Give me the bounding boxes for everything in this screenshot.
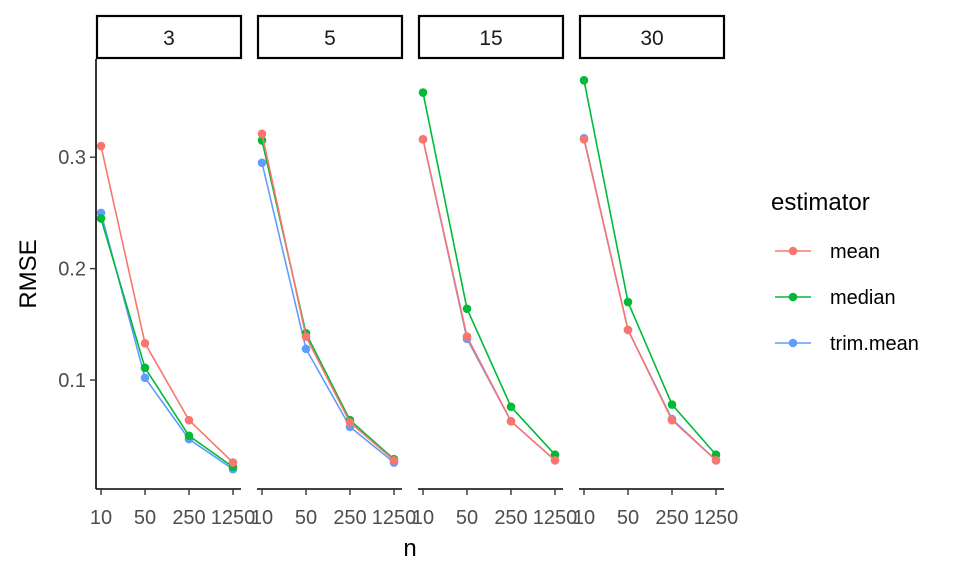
legend-key-point [788, 246, 798, 256]
facet-strip-label: 30 [640, 27, 663, 50]
series-line-trim.mean [583, 138, 717, 461]
legend-item-median: median [775, 287, 896, 309]
data-point-median [579, 75, 589, 85]
x-tick-label: 10 [573, 507, 595, 529]
y-axis-title: RMSE [15, 239, 42, 308]
legend-key-point [788, 338, 798, 348]
series-line-mean [100, 145, 234, 464]
legend-label: trim.mean [830, 333, 919, 355]
y-tick-label: 0.1 [58, 370, 86, 392]
x-tick-label: 1250 [211, 507, 256, 529]
x-tick-label: 50 [456, 507, 478, 529]
x-tick-label: 250 [172, 507, 205, 529]
data-point-mean [462, 332, 472, 341]
series-line-mean [261, 133, 395, 461]
facet-strip [578, 14, 726, 60]
series-line-median [583, 80, 717, 456]
x-tick-label: 10 [412, 507, 434, 529]
data-point-mean [711, 455, 721, 465]
series-line-median [261, 140, 395, 460]
data-point-trim.mean [257, 158, 267, 168]
x-tick-label: 50 [617, 507, 639, 529]
y-tick-label: 0.3 [58, 147, 86, 169]
data-point-trim.mean [140, 373, 150, 383]
data-point-mean [257, 129, 267, 139]
data-point-median [667, 400, 677, 409]
data-point-median [623, 297, 633, 307]
legend-item-trim.mean: trim.mean [775, 333, 919, 355]
series-line-trim.mean [261, 162, 395, 464]
facet-strip-label: 3 [163, 27, 175, 50]
data-point-median [418, 88, 428, 97]
series-line-trim.mean [100, 212, 234, 470]
legend-label: median [830, 287, 896, 309]
legend-item-mean: mean [775, 241, 880, 263]
legend-key-point [788, 292, 798, 302]
data-point-trim.mean [301, 344, 311, 354]
x-tick-label: 250 [655, 507, 688, 529]
series-line-mean [583, 139, 717, 461]
data-point-median [96, 214, 106, 223]
series-line-mean [422, 139, 556, 461]
series-line-median [100, 218, 234, 468]
data-point-mean [623, 325, 633, 335]
x-tick-label: 50 [295, 507, 317, 529]
data-point-median [506, 402, 516, 412]
facet-strip-label: 15 [479, 27, 502, 50]
data-point-mean [301, 332, 311, 341]
series-line-median [422, 92, 556, 456]
data-point-mean [550, 455, 560, 465]
data-point-mean [140, 338, 150, 348]
x-tick-label: 250 [333, 507, 366, 529]
data-point-mean [506, 416, 516, 426]
facet-panel-15: 15 10 50 250 1250 [412, 14, 578, 529]
legend: estimator mean median trim.mean [771, 189, 919, 355]
data-point-mean [345, 418, 355, 427]
data-point-median [462, 304, 472, 314]
x-axis-title: n [403, 535, 416, 562]
data-point-mean [96, 141, 106, 151]
x-tick-label: 50 [134, 507, 156, 529]
data-point-median [140, 363, 150, 373]
data-point-mean [667, 415, 677, 425]
data-point-mean [184, 415, 194, 425]
facet-strip [417, 14, 565, 60]
x-tick-label: 1250 [533, 507, 578, 529]
facet-panel-30: 30 10 50 250 1250 [573, 14, 739, 529]
facet-panel-5: 5 10 50 250 1250 [251, 14, 417, 529]
x-tick-label: 10 [90, 507, 112, 529]
facet-strip [95, 14, 243, 60]
data-point-mean [228, 458, 238, 467]
data-point-median [184, 431, 194, 441]
data-point-mean [579, 135, 589, 144]
legend-label: mean [830, 241, 880, 263]
x-tick-label: 250 [494, 507, 527, 529]
x-tick-label: 10 [251, 507, 273, 529]
y-axis: 0.1 0.2 0.3 [58, 59, 97, 489]
x-tick-label: 1250 [372, 507, 417, 529]
facet-strip-label: 5 [324, 27, 336, 50]
x-tick-label: 1250 [694, 507, 739, 529]
facet-panels: 3 10 50 250 1250 5 10 50 250 1250 15 10 50 250 1250 30 1… [90, 14, 739, 529]
legend-items: mean median trim.mean [775, 241, 919, 355]
legend-title: estimator [771, 189, 870, 216]
data-point-mean [389, 455, 399, 465]
facet-strip [256, 14, 404, 60]
facet-panel-3: 3 10 50 250 1250 [90, 14, 256, 529]
y-tick-label: 0.2 [58, 259, 86, 281]
data-point-mean [418, 135, 428, 144]
